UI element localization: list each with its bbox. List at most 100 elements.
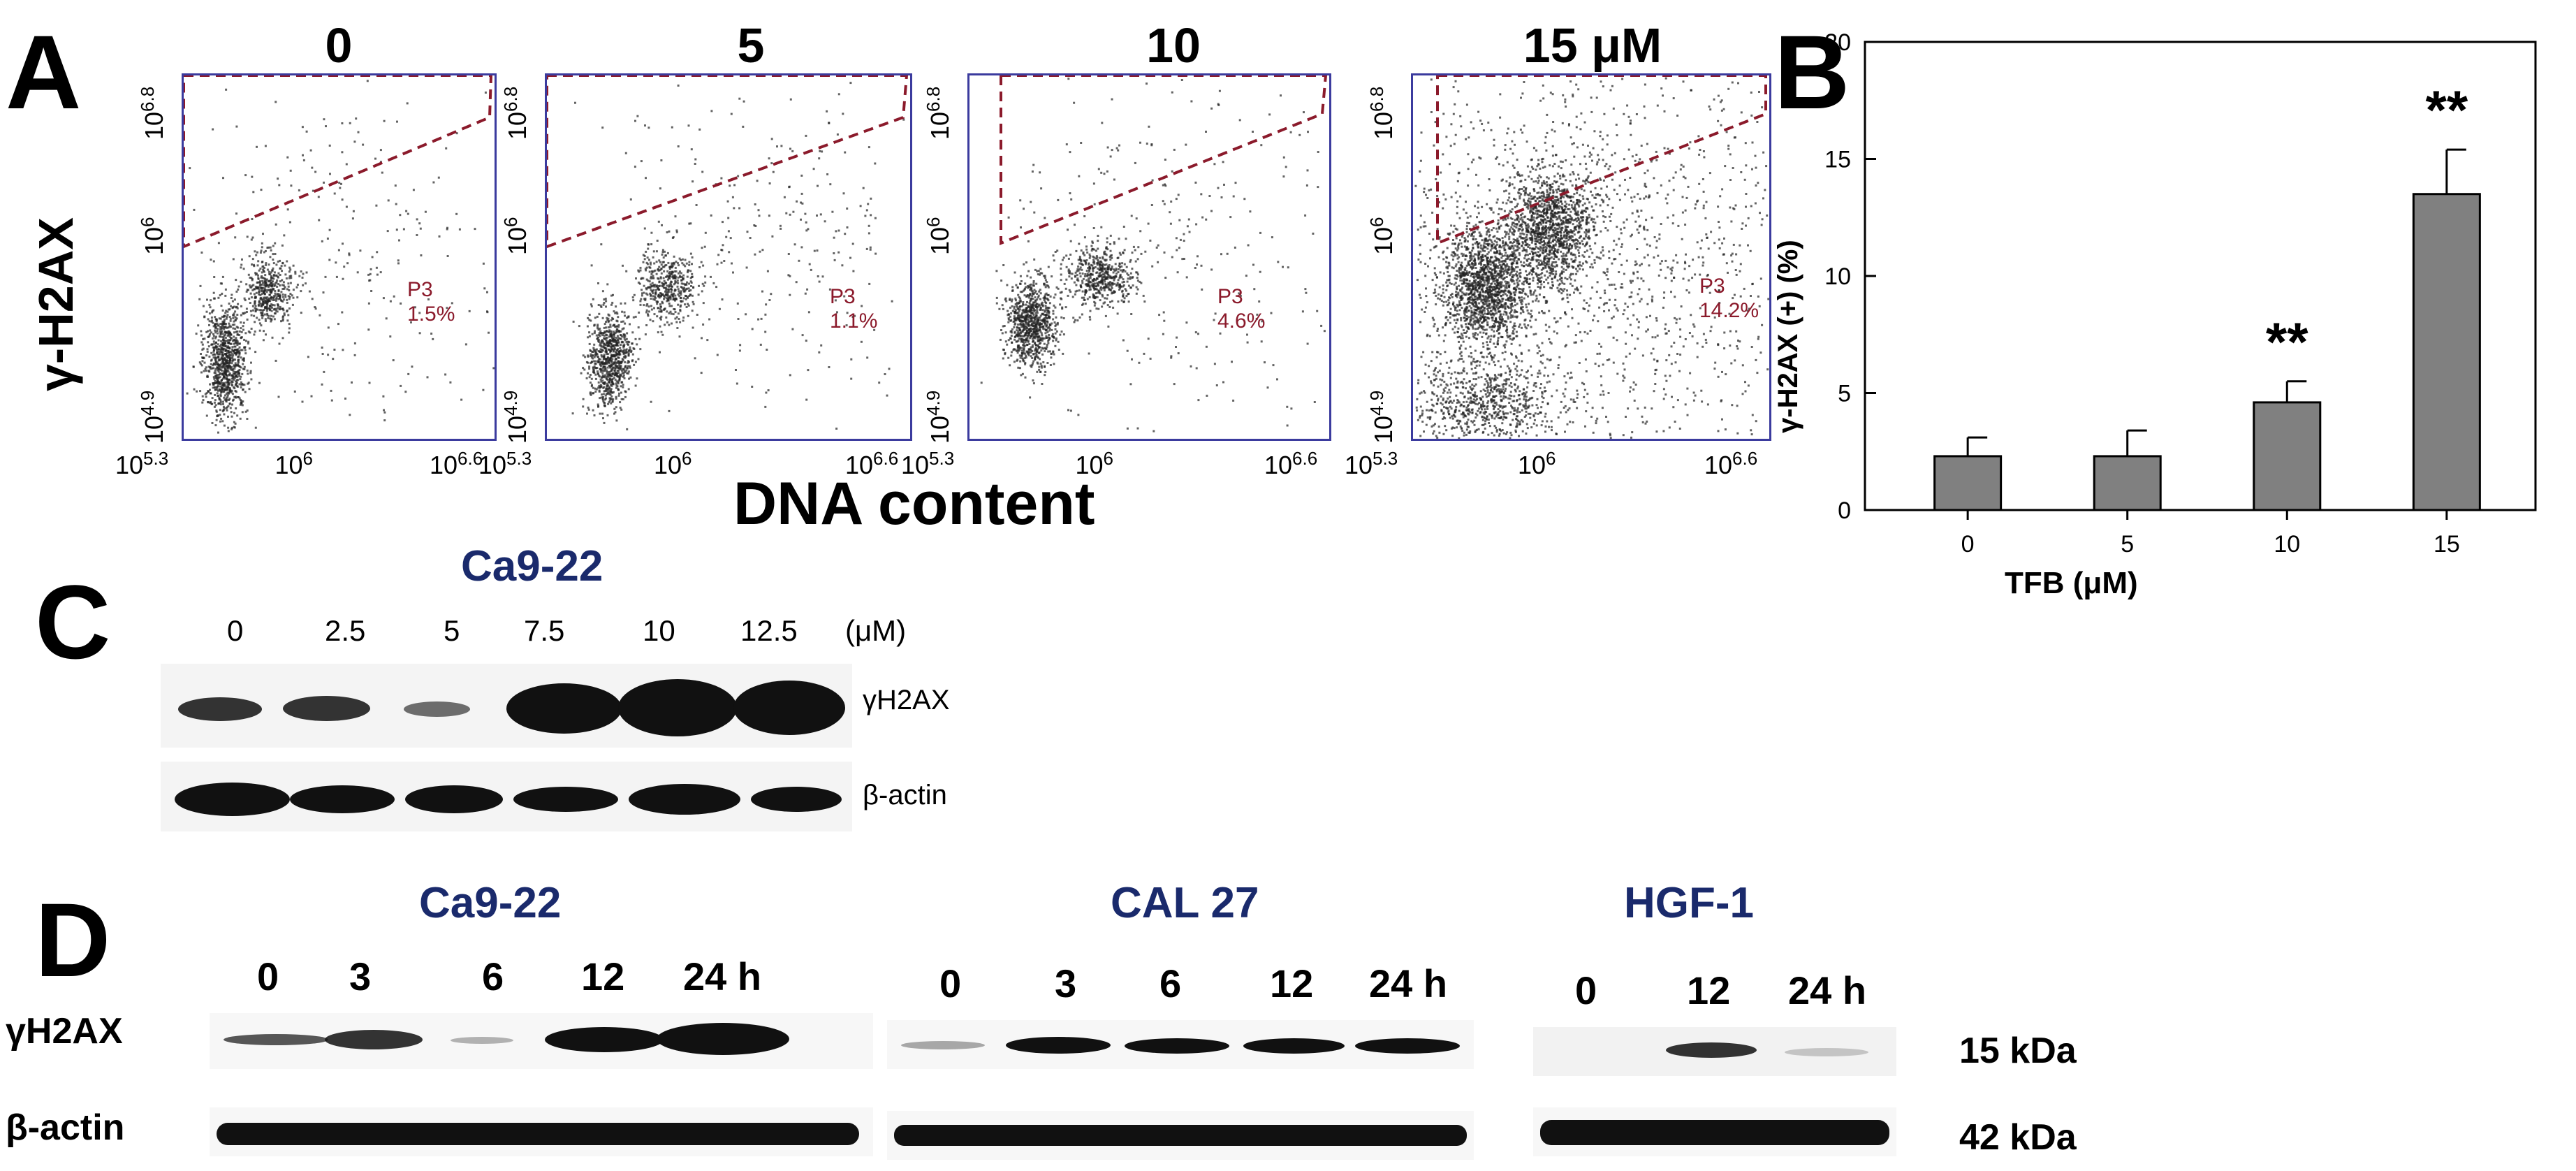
x-tick-label: 105.3 — [1345, 448, 1398, 479]
band — [224, 1034, 328, 1045]
bar-chart-x-label: TFB (μM) — [2005, 566, 2138, 600]
x-tick-label: 0 — [1961, 531, 1975, 558]
y-tick-label: 10 — [1824, 263, 1851, 290]
gate-name: P3 — [830, 285, 856, 308]
flow-plot-title: 10 — [1146, 18, 1201, 73]
gate-name: P3 — [407, 278, 433, 301]
band — [506, 683, 622, 734]
gate-label: P3 1.1% — [830, 285, 877, 333]
x-tick-label: 106 — [1075, 448, 1114, 479]
y-tick-label: 106.8 — [1366, 86, 1398, 140]
band — [545, 1027, 664, 1052]
panel-d-g1-lane-3: 12 — [581, 954, 625, 998]
flow-plot: P3 1.5% — [182, 73, 497, 441]
gate-percent: 1.5% — [407, 302, 455, 326]
gate-label: P3 14.2% — [1699, 275, 1759, 323]
gate-label: P3 4.6% — [1217, 285, 1265, 333]
panel-c-lane-0: 0 — [227, 614, 244, 647]
bar — [2253, 401, 2322, 511]
panel-d-g1-lane-2: 6 — [482, 954, 504, 998]
panel-d-g3-lane-0: 0 — [1575, 968, 1597, 1012]
panel-label-d: D — [35, 881, 111, 998]
x-tick-label: 106.6 — [430, 448, 483, 479]
x-tick-label: 15 — [2434, 531, 2460, 558]
x-tick-label: 105.3 — [478, 448, 532, 479]
y-tick-label: 104.9 — [1366, 390, 1398, 444]
y-tick-label: 104.9 — [137, 390, 168, 444]
panel-d-g3-blot-gh2ax — [1533, 1027, 1896, 1076]
panel-c-cell-line: Ca9-22 — [461, 542, 603, 590]
flow-plot-title: 5 — [737, 18, 765, 73]
panel-d-g1-lane-1: 3 — [349, 954, 372, 998]
panel-d-g2-lane-0: 0 — [939, 961, 962, 1005]
panel-d-g2-blot-actin — [887, 1111, 1474, 1160]
panel-d-g1-blot-actin — [210, 1107, 873, 1156]
x-tick-label: 105.3 — [901, 448, 955, 479]
y-tick-label: 5 — [1838, 381, 1851, 407]
band — [283, 696, 370, 721]
y-tick-label: 106 — [923, 217, 954, 255]
y-tick-label: 106 — [500, 217, 532, 255]
panel-d-g1-blot-gh2ax — [210, 1013, 873, 1069]
panel-d-g3-lane-1: 12 — [1687, 968, 1731, 1012]
gate-polygon — [1000, 75, 1328, 245]
band — [404, 701, 470, 717]
band — [1666, 1042, 1757, 1058]
flow-plot-title: 0 — [325, 18, 353, 73]
panel-d-g1-lane-4: 24 h — [683, 954, 762, 998]
significance-marker: ** — [2425, 79, 2468, 140]
x-tick-label: 5 — [2121, 531, 2134, 558]
panel-d-g1-lane-0: 0 — [257, 954, 279, 998]
y-tick-label: 20 — [1824, 29, 1851, 56]
x-tick-label: 106 — [275, 448, 314, 479]
band — [618, 679, 737, 736]
significance-marker: ** — [2266, 311, 2308, 372]
size-42kda: 42 kDa — [1959, 1117, 2077, 1158]
panel-c-lane-2: 5 — [444, 614, 460, 647]
x-tick-label: 106 — [654, 448, 692, 479]
band — [451, 1037, 513, 1044]
panel-c-lane-5: 12.5 — [740, 614, 798, 647]
panel-c-row-gh2ax: γH2AX — [863, 685, 950, 715]
y-tick-label: 106.8 — [500, 86, 532, 140]
band — [657, 1023, 789, 1055]
band — [629, 784, 740, 815]
x-tick-label: 106 — [1518, 448, 1556, 479]
band — [1125, 1038, 1229, 1054]
band — [1355, 1038, 1460, 1054]
band — [894, 1125, 1467, 1146]
gate-percent: 14.2% — [1699, 298, 1759, 322]
panel-c-unit: (μM) — [845, 614, 907, 647]
y-tick-label: 106.8 — [137, 86, 168, 140]
panel-label-b: B — [1774, 13, 1850, 131]
panel-d-g2-lane-3: 12 — [1270, 961, 1314, 1005]
band — [751, 787, 842, 812]
band — [1243, 1038, 1345, 1054]
band — [175, 783, 290, 816]
gate-label: P3 1.5% — [407, 278, 455, 326]
bar — [2093, 455, 2162, 511]
band — [290, 785, 395, 813]
gate-polygon — [547, 75, 909, 249]
panel-c-lane-3: 7.5 — [524, 614, 565, 647]
panel-d-row-actin: β-actin — [6, 1107, 125, 1148]
panel-d-g2-lane-4: 24 h — [1369, 961, 1448, 1005]
y-tick-label: 106.8 — [923, 86, 954, 140]
band — [1785, 1048, 1868, 1056]
panel-c-lane-4: 10 — [643, 614, 675, 647]
x-tick-label: 10 — [2274, 531, 2300, 558]
band — [1006, 1037, 1111, 1054]
flow-plot: P3 4.6% — [967, 73, 1331, 441]
panel-c-lane-1: 2.5 — [325, 614, 366, 647]
panel-c-blot-gh2ax — [161, 664, 852, 748]
y-tick-label: 106 — [1366, 217, 1398, 255]
x-tick-label: 106.6 — [1264, 448, 1318, 479]
x-tick-label: 106.6 — [845, 448, 899, 479]
band — [178, 697, 262, 721]
x-tick-label: 105.3 — [115, 448, 169, 479]
y-tick-label: 104.9 — [500, 390, 532, 444]
band — [217, 1123, 859, 1145]
y-tick-label: 106 — [137, 217, 168, 255]
flow-plot-title: 15 μM — [1523, 18, 1662, 73]
bar-chart: 0 5 10 15 20 0 5 10 ** 15 ** — [1824, 29, 2537, 558]
